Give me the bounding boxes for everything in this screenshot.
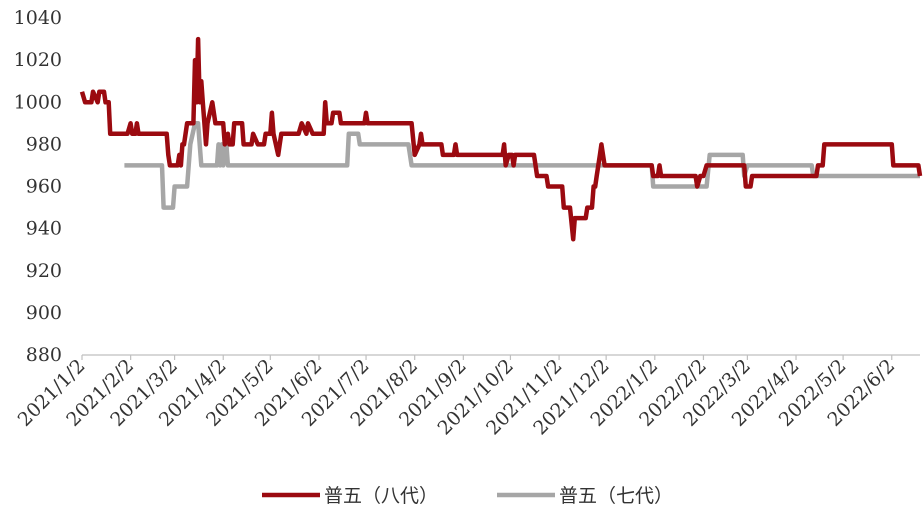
legend-label-1: 普五（七代）: [559, 485, 673, 507]
y-tick-label: 880: [26, 344, 62, 366]
x-axis: 2021/1/22021/2/22021/3/22021/4/22021/5/2…: [14, 354, 920, 439]
y-tick-label: 900: [26, 302, 62, 324]
y-tick-label: 1040: [14, 7, 62, 29]
series-layer: [79, 36, 923, 242]
y-tick-label: 920: [26, 260, 62, 282]
legend: 普五（八代） 普五（七代）: [262, 485, 673, 507]
y-axis: 880 900 920 940 960 980 1000 1020 1040: [14, 7, 62, 366]
series-line-0: [79, 36, 923, 242]
y-tick-label: 980: [26, 133, 62, 155]
y-tick-label: 960: [26, 176, 62, 198]
series-line-1: [124, 121, 920, 210]
y-tick-label: 940: [26, 218, 62, 240]
y-tick-label: 1020: [14, 49, 62, 71]
y-tick-label: 1000: [14, 91, 62, 113]
legend-label-0: 普五（八代）: [324, 485, 438, 507]
